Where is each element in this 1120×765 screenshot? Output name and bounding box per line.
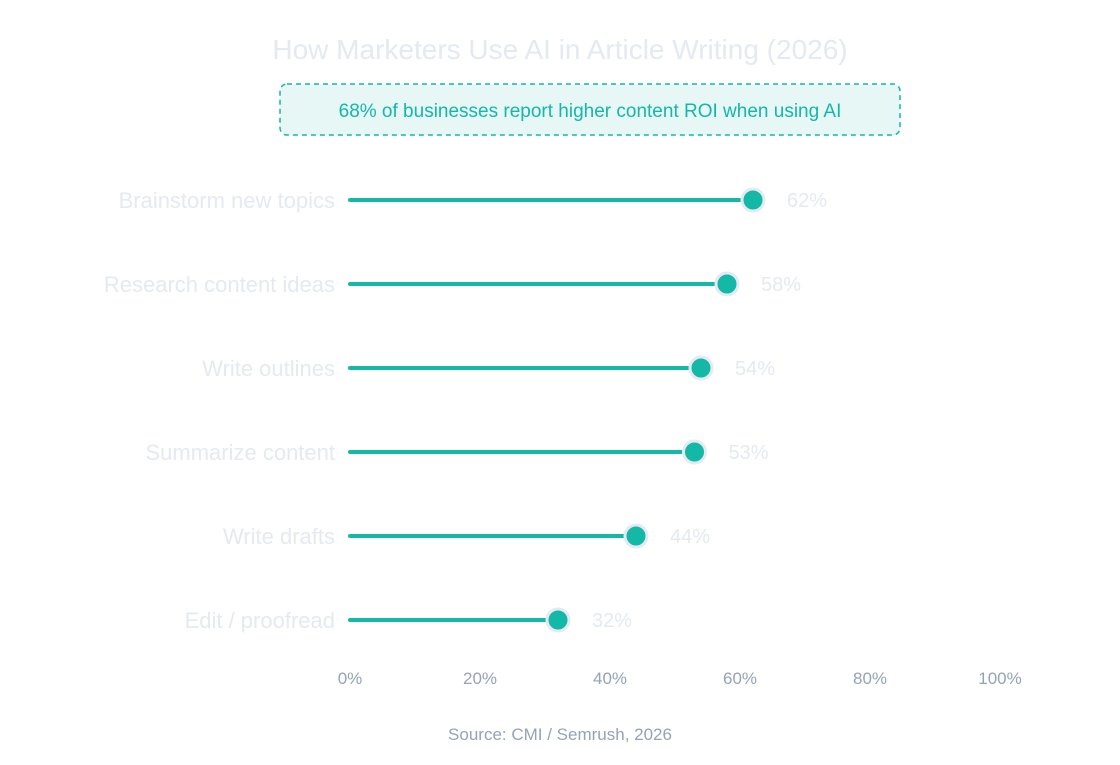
lollipop-row: Write outlines 54% — [202, 355, 775, 381]
value-label: 44% — [670, 526, 710, 548]
plot-area: Brainstorm new topics 62% Research content… — [104, 187, 827, 633]
lollipop-marker — [623, 523, 649, 549]
x-tick-label: 60% — [723, 669, 757, 688]
callout-box: 68% of businesses report higher content … — [279, 83, 901, 136]
lollipop-marker — [740, 187, 766, 213]
lollipop-marker — [545, 607, 571, 633]
category-label: Edit / proofread — [185, 608, 335, 633]
lollipop-row: Write drafts 44% — [223, 523, 710, 549]
category-label: Brainstorm new topics — [119, 188, 335, 213]
value-label: 32% — [592, 610, 632, 632]
lollipop-row: Summarize content 53% — [145, 439, 769, 465]
chart-title: How Marketers Use AI in Article Writing … — [272, 34, 847, 65]
lollipop-marker — [688, 355, 714, 381]
x-axis: 0% 20% 40% 60% 80% 100% — [338, 669, 1022, 688]
category-label: Write drafts — [223, 524, 335, 549]
callout-text: 68% of businesses report higher content … — [339, 101, 842, 122]
x-tick-label: 20% — [463, 669, 497, 688]
lollipop-marker — [714, 271, 740, 297]
category-label: Research content ideas — [104, 272, 335, 297]
x-tick-label: 80% — [853, 669, 887, 688]
value-label: 58% — [761, 274, 801, 296]
lollipop-row: Edit / proofread 32% — [185, 607, 632, 633]
source-note: Source: CMI / Semrush, 2026 — [448, 725, 672, 744]
x-tick-label: 40% — [593, 669, 627, 688]
lollipop-marker — [682, 439, 707, 465]
value-label: 53% — [729, 442, 769, 464]
category-label: Write outlines — [202, 356, 335, 381]
category-label: Summarize content — [145, 440, 335, 465]
lollipop-row: Research content ideas 58% — [104, 271, 801, 297]
value-label: 62% — [787, 190, 827, 212]
lollipop-row: Brainstorm new topics 62% — [119, 187, 827, 213]
x-tick-label: 0% — [338, 669, 363, 688]
value-label: 54% — [735, 358, 775, 380]
callout-background — [279, 83, 901, 136]
x-tick-label: 100% — [978, 669, 1021, 688]
